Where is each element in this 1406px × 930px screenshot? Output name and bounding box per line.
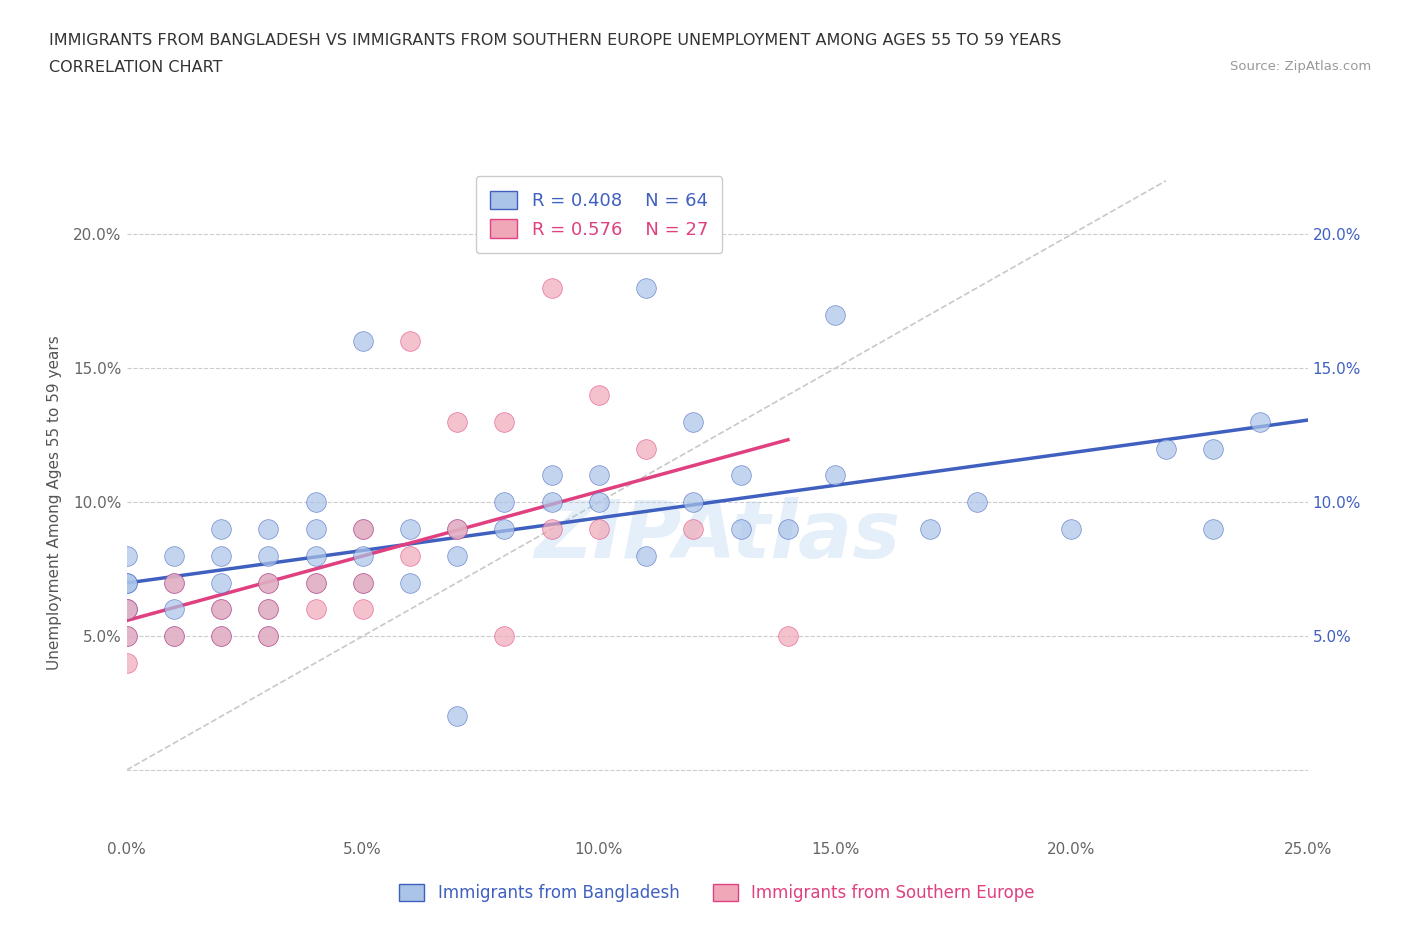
Text: Source: ZipAtlas.com: Source: ZipAtlas.com bbox=[1230, 60, 1371, 73]
Point bbox=[446, 549, 468, 564]
Point bbox=[304, 522, 326, 537]
Point bbox=[209, 549, 232, 564]
Point bbox=[209, 629, 232, 644]
Point bbox=[540, 522, 562, 537]
Point bbox=[304, 575, 326, 590]
Point bbox=[540, 468, 562, 483]
Y-axis label: Unemployment Among Ages 55 to 59 years: Unemployment Among Ages 55 to 59 years bbox=[48, 335, 62, 670]
Point bbox=[540, 495, 562, 510]
Point bbox=[257, 575, 280, 590]
Point bbox=[115, 656, 138, 671]
Point bbox=[352, 575, 374, 590]
Point bbox=[824, 307, 846, 322]
Point bbox=[115, 549, 138, 564]
Point bbox=[115, 602, 138, 617]
Point bbox=[115, 602, 138, 617]
Point bbox=[352, 334, 374, 349]
Point bbox=[966, 495, 988, 510]
Point bbox=[446, 522, 468, 537]
Point bbox=[494, 522, 516, 537]
Point bbox=[494, 629, 516, 644]
Text: ZIPAtlas: ZIPAtlas bbox=[534, 497, 900, 575]
Point bbox=[446, 415, 468, 430]
Point bbox=[115, 629, 138, 644]
Text: IMMIGRANTS FROM BANGLADESH VS IMMIGRANTS FROM SOUTHERN EUROPE UNEMPLOYMENT AMONG: IMMIGRANTS FROM BANGLADESH VS IMMIGRANTS… bbox=[49, 33, 1062, 47]
Legend: Immigrants from Bangladesh, Immigrants from Southern Europe: Immigrants from Bangladesh, Immigrants f… bbox=[387, 870, 1047, 916]
Point bbox=[257, 575, 280, 590]
Point bbox=[257, 602, 280, 617]
Point bbox=[115, 575, 138, 590]
Point bbox=[1202, 522, 1225, 537]
Point bbox=[209, 602, 232, 617]
Point bbox=[446, 522, 468, 537]
Point bbox=[446, 709, 468, 724]
Point bbox=[636, 549, 658, 564]
Point bbox=[352, 522, 374, 537]
Point bbox=[918, 522, 941, 537]
Point bbox=[163, 629, 186, 644]
Point bbox=[824, 468, 846, 483]
Point bbox=[163, 549, 186, 564]
Point bbox=[209, 522, 232, 537]
Point bbox=[115, 575, 138, 590]
Point bbox=[1154, 441, 1177, 456]
Point bbox=[588, 522, 610, 537]
Point bbox=[352, 602, 374, 617]
Point bbox=[776, 522, 799, 537]
Point bbox=[399, 549, 422, 564]
Point bbox=[115, 602, 138, 617]
Point bbox=[163, 575, 186, 590]
Point bbox=[399, 334, 422, 349]
Point bbox=[730, 522, 752, 537]
Point bbox=[636, 281, 658, 296]
Point bbox=[163, 602, 186, 617]
Point bbox=[540, 281, 562, 296]
Point bbox=[588, 388, 610, 403]
Point bbox=[209, 602, 232, 617]
Point bbox=[682, 522, 704, 537]
Point bbox=[776, 629, 799, 644]
Point bbox=[399, 522, 422, 537]
Point bbox=[730, 468, 752, 483]
Point bbox=[494, 495, 516, 510]
Point bbox=[1249, 415, 1271, 430]
Point bbox=[209, 575, 232, 590]
Point bbox=[352, 522, 374, 537]
Point bbox=[588, 495, 610, 510]
Point bbox=[163, 629, 186, 644]
Point bbox=[209, 629, 232, 644]
Point bbox=[115, 629, 138, 644]
Point bbox=[304, 575, 326, 590]
Point bbox=[1202, 441, 1225, 456]
Point bbox=[257, 629, 280, 644]
Point bbox=[1060, 522, 1083, 537]
Point bbox=[163, 575, 186, 590]
Point bbox=[257, 522, 280, 537]
Point bbox=[588, 468, 610, 483]
Point bbox=[257, 629, 280, 644]
Point bbox=[636, 441, 658, 456]
Point bbox=[682, 415, 704, 430]
Point bbox=[352, 549, 374, 564]
Point bbox=[257, 602, 280, 617]
Point bbox=[304, 495, 326, 510]
Point bbox=[682, 495, 704, 510]
Point bbox=[399, 575, 422, 590]
Point bbox=[352, 575, 374, 590]
Point bbox=[304, 549, 326, 564]
Point bbox=[494, 415, 516, 430]
Text: CORRELATION CHART: CORRELATION CHART bbox=[49, 60, 222, 75]
Point bbox=[257, 549, 280, 564]
Point bbox=[304, 602, 326, 617]
